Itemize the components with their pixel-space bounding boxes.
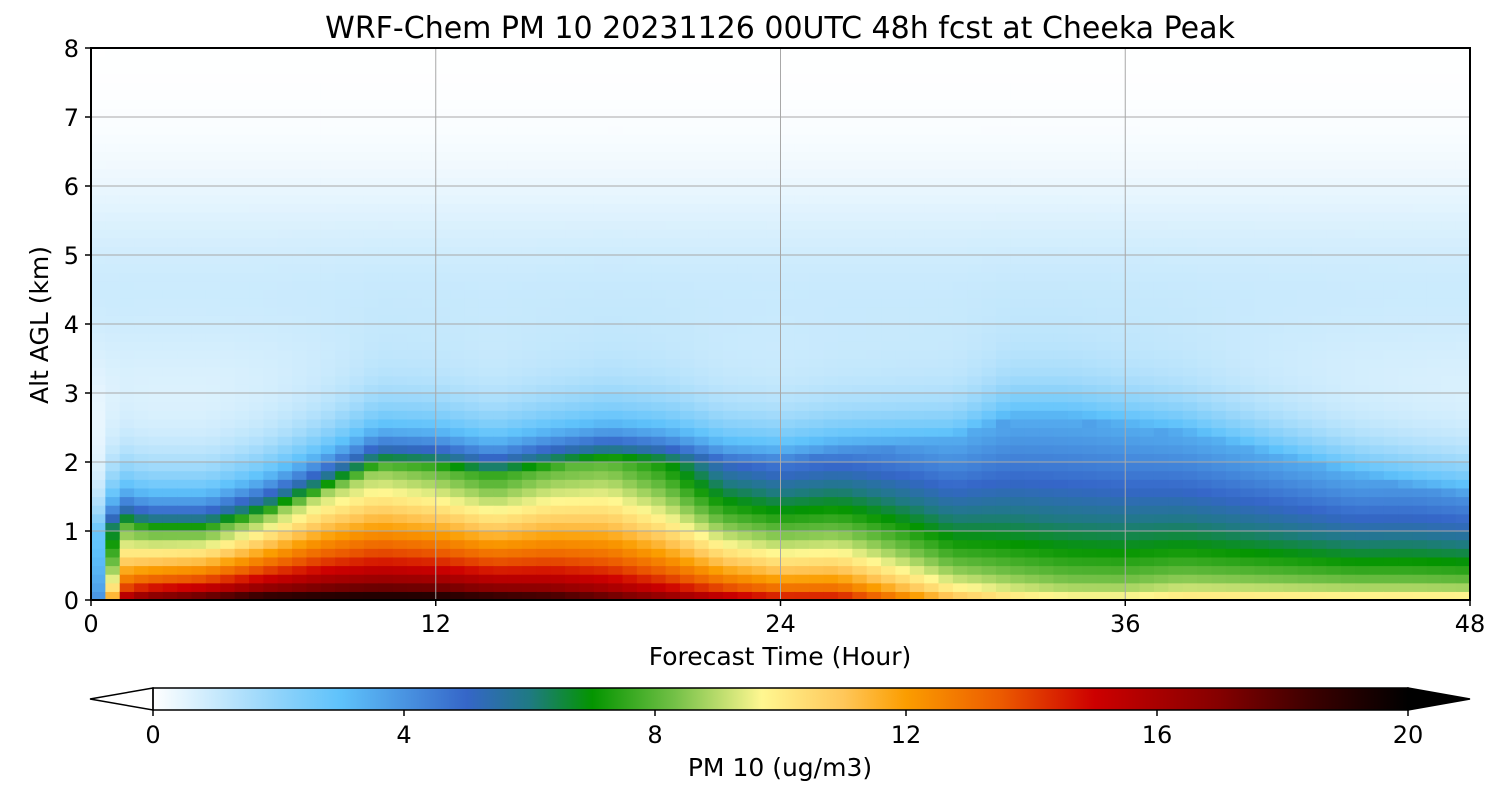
colorbar-high-extension: [1407, 687, 1471, 711]
colorbar-body: [153, 688, 1408, 710]
x-tick-label: 36: [1110, 610, 1141, 638]
y-tick-label: 6: [64, 173, 79, 201]
colorbar-tick-label: 12: [891, 721, 922, 749]
x-tick-label: 12: [420, 610, 451, 638]
colorbar-ticks: 0 4 8 12 16 20: [145, 710, 1423, 749]
pm10-field: [91, 48, 1470, 600]
y-tick-label: 1: [64, 518, 79, 546]
x-tick-label: 0: [83, 610, 98, 638]
y-tick-label: 7: [64, 104, 79, 132]
colorbar-frame: [152, 687, 1409, 711]
colorbar-tick-label: 0: [145, 721, 160, 749]
x-tick-label: 24: [765, 610, 796, 638]
colorbar-tick-label: 16: [1142, 721, 1173, 749]
y-tick-label: 8: [64, 35, 79, 63]
y-tick-label: 4: [64, 311, 79, 339]
y-tick-label: 3: [64, 380, 79, 408]
y-tick-label: 0: [64, 587, 79, 615]
chart-title: WRF-Chem PM 10 20231126 00UTC 48h fcst a…: [325, 11, 1235, 46]
x-tick-label: 48: [1455, 610, 1486, 638]
x-axis-ticks: 0 12 24 36 48: [83, 600, 1485, 638]
colorbar-tick-label: 8: [647, 721, 662, 749]
colorbar-label: PM 10 (ug/m3): [688, 753, 872, 782]
colorbar-low-extension: [89, 687, 154, 711]
grid-lines: [90, 47, 1471, 601]
colorbar-tick-label: 20: [1393, 721, 1424, 749]
y-axis-ticks: 0 1 2 3 4 5 6 7 8: [64, 35, 91, 615]
x-axis-label: Forecast Time (Hour): [649, 642, 912, 671]
y-axis-label: Alt AGL (km): [25, 246, 54, 404]
y-tick-label: 5: [64, 242, 79, 270]
colorbar: 0 4 8 12 16 20 PM 10 (ug/m3): [89, 687, 1471, 782]
y-tick-label: 2: [64, 449, 79, 477]
colorbar-tick-label: 4: [396, 721, 411, 749]
